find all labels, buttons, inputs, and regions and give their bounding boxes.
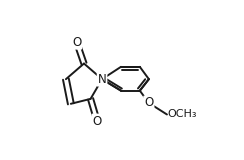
Text: O: O: [144, 96, 153, 109]
Text: O: O: [72, 36, 81, 49]
Text: OCH₃: OCH₃: [168, 109, 197, 120]
Text: O: O: [92, 115, 102, 128]
Text: N: N: [98, 73, 106, 86]
